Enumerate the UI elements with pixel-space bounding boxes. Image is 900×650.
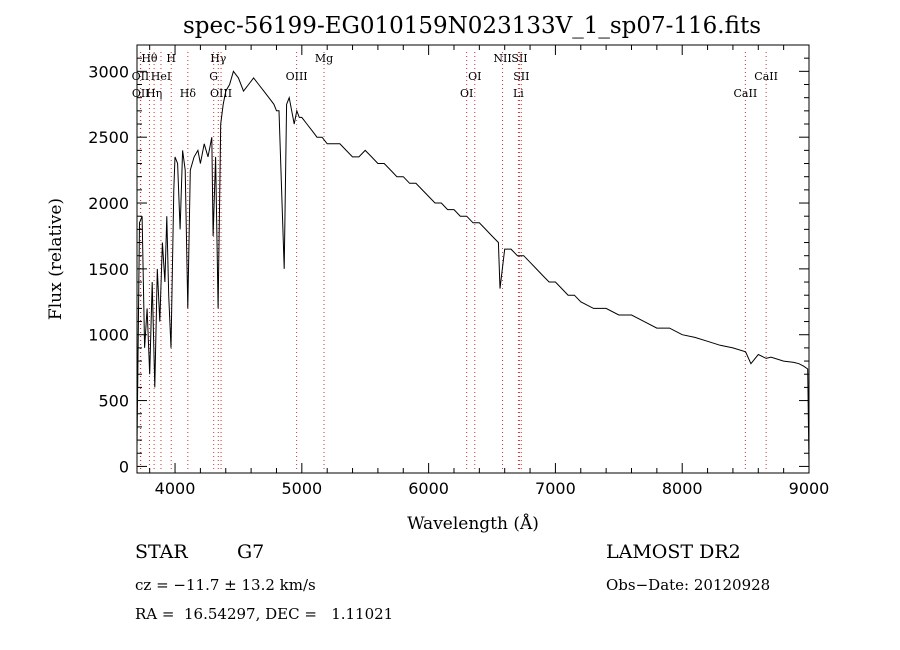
x-tick-label: 7000 [535, 479, 576, 498]
object-class-label: STAR [135, 541, 188, 563]
y-tick-label: 3000 [88, 62, 129, 81]
y-tick-label: 0 [119, 457, 129, 476]
axis-ticks: 4000 5000 6000 7000 8000 9000 0 500 1000 1500 2000… [88, 44, 830, 498]
spectral-line-label: SII [513, 70, 529, 83]
y-axis-label: Flux (relative) [46, 198, 66, 320]
spectral-line-label: CaII [754, 70, 778, 83]
x-tick-label: 9000 [789, 479, 830, 498]
spectral-line-label: NII [493, 52, 511, 65]
spectral-line-label: HeI [151, 70, 171, 83]
obs-date-text: Obs−Date: 20120928 [606, 576, 771, 594]
x-axis-label: Wavelength (Å) [407, 513, 539, 534]
spectrum-series-line [136, 70, 810, 467]
spectral-line-label: OII [132, 87, 150, 100]
object-subclass-label: G7 [237, 541, 265, 563]
spectral-line-label: H [166, 52, 176, 65]
chart-title: spec-56199-EG010159N023133V_1_sp07-116.f… [183, 13, 761, 39]
velocity-text: cz = −11.7 ± 13.2 km/s [135, 576, 316, 594]
y-tick-label: 500 [98, 392, 129, 411]
spectral-line-label: Hδ [180, 87, 197, 100]
spectral-line-label: Hη [146, 87, 162, 100]
x-tick-label: 6000 [408, 479, 449, 498]
spectral-line-label: Mg [315, 52, 333, 65]
spectral-line-label: OI [460, 87, 473, 100]
y-tick-label: 1000 [88, 326, 129, 345]
spectral-line-label: CaII [734, 87, 758, 100]
spectral-line-label: SII [511, 52, 527, 65]
x-tick-label: 5000 [281, 479, 322, 498]
coordinates-text: RA = 16.54297, DEC = 1.11021 [135, 605, 394, 623]
spectral-line-label: OI [468, 70, 481, 83]
spectral-line-label: Hγ [210, 52, 227, 65]
spectral-line-label: Li [513, 87, 524, 100]
x-tick-label: 4000 [155, 479, 196, 498]
y-tick-label: 2500 [88, 128, 129, 147]
spectral-line-label: OIII [286, 70, 308, 83]
y-tick-label: 1500 [88, 260, 129, 279]
spectral-line-label: G [209, 70, 218, 83]
survey-label: LAMOST DR2 [606, 541, 741, 563]
spectral-line-label: OIII [210, 87, 232, 100]
x-tick-label: 8000 [662, 479, 703, 498]
plot-frame [136, 44, 810, 474]
spectral-line-label: Hθ [141, 52, 158, 65]
y-tick-label: 2000 [88, 194, 129, 213]
